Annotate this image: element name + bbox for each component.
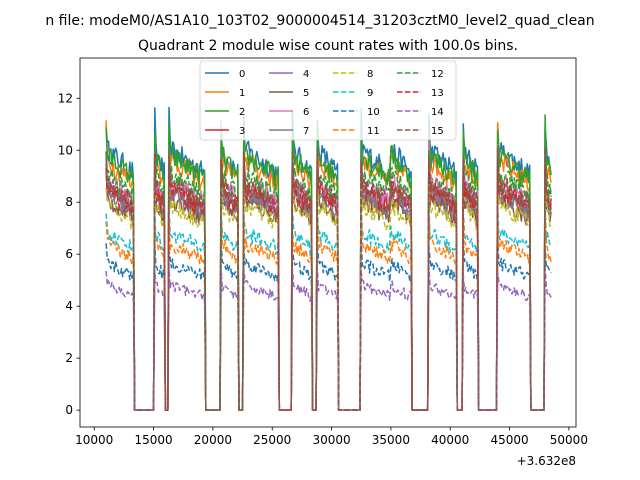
legend-label-5: 5 [303, 88, 309, 99]
legend-label-3: 3 [239, 126, 245, 137]
legend-label-1: 1 [239, 88, 245, 99]
legend-label-0: 0 [239, 69, 245, 80]
legend-label-7: 7 [303, 126, 309, 137]
axes: 10000 15000 20000 25000 30000 35000 40000 45000… [58, 57, 588, 447]
legend-label-2: 2 [239, 107, 245, 118]
chart-suptitle: n file: modeM0/AS1A10_103T02_9000004514_… [45, 13, 594, 29]
x-tick-label: 15000 [134, 433, 172, 447]
y-tick-label: 8 [65, 195, 73, 209]
y-tick-label: 2 [65, 351, 73, 365]
plot-area [105, 106, 552, 411]
series-line-15 [105, 146, 552, 411]
series-line-9 [105, 203, 552, 411]
chart-title: Quadrant 2 module wise count rates with … [138, 38, 518, 54]
x-tick-label: 20000 [194, 433, 232, 447]
series-line-12 [105, 140, 552, 411]
y-tick-label: 0 [65, 403, 73, 417]
series-line-2 [105, 114, 552, 411]
legend-label-9: 9 [367, 88, 373, 99]
legend-label-8: 8 [367, 69, 373, 80]
x-tick-label: 40000 [431, 433, 469, 447]
series-group [105, 106, 552, 411]
legend-label-14: 14 [431, 107, 444, 118]
series-line-11 [105, 215, 552, 411]
x-tick-label: 35000 [372, 433, 410, 447]
series-line-10 [105, 238, 552, 411]
legend-label-10: 10 [367, 107, 380, 118]
x-tick-label: 45000 [490, 433, 528, 447]
y-tick-label: 12 [58, 91, 73, 105]
legend-label-15: 15 [431, 126, 444, 137]
legend-label-4: 4 [303, 69, 309, 80]
x-tick-label: 50000 [550, 433, 588, 447]
x-tick-label: 30000 [312, 433, 350, 447]
legend-label-13: 13 [431, 88, 444, 99]
x-tick-label: 10000 [75, 433, 113, 447]
series-line-8 [105, 170, 552, 411]
legend-box [199, 60, 457, 141]
legend-label-6: 6 [303, 107, 309, 118]
x-offset-label: +3.632e8 [517, 454, 576, 468]
legend-label-11: 11 [367, 126, 380, 137]
y-tick-label: 4 [65, 299, 73, 313]
series-line-14 [105, 265, 552, 411]
y-tick-label: 6 [65, 247, 73, 261]
axes-frame [79, 57, 577, 428]
y-tick-label: 10 [58, 143, 73, 157]
x-tick-label: 25000 [253, 433, 291, 447]
legend-label-12: 12 [431, 69, 444, 80]
